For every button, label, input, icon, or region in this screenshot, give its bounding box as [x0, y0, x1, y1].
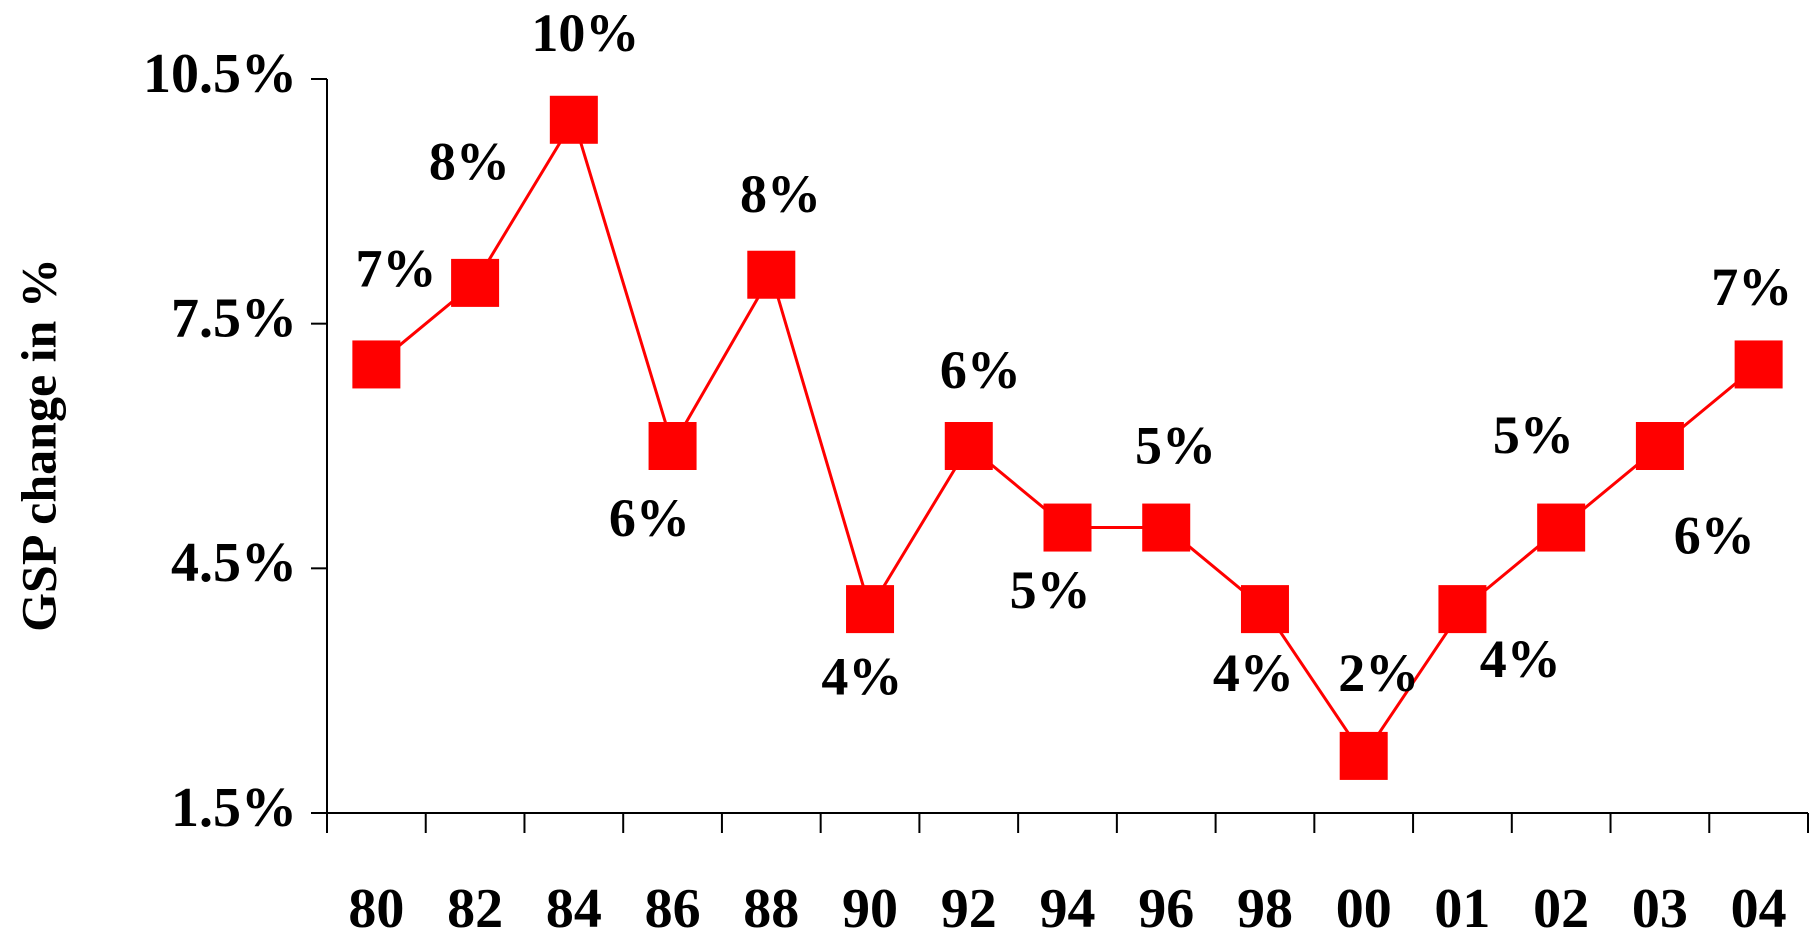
marker [648, 422, 697, 470]
marker [352, 340, 401, 389]
x-tick-label: 02 [1533, 878, 1589, 940]
y-tick-label: 7.5% [171, 288, 297, 350]
y-tick-label: 4.5% [171, 532, 297, 594]
data-label: 6% [1674, 505, 1755, 565]
x-tick-label: 80 [348, 878, 404, 940]
data-label: 4% [1480, 629, 1561, 689]
x-tick-label: 96 [1138, 878, 1194, 940]
x-tick-label: 94 [1040, 878, 1096, 940]
marker [944, 422, 993, 470]
marker [1142, 503, 1191, 552]
x-tick-label: 01 [1434, 878, 1490, 940]
data-label: 10% [531, 3, 639, 63]
marker [846, 585, 895, 634]
y-tick-label: 1.5% [171, 777, 297, 839]
y-axis-label: GSP change in % [10, 258, 66, 632]
marker [1734, 340, 1783, 389]
data-label: 7% [356, 239, 437, 299]
data-label: 8% [429, 132, 510, 192]
marker [451, 258, 500, 307]
marker [1537, 503, 1586, 552]
x-tick-label: 84 [546, 878, 602, 940]
data-label: 2% [1338, 643, 1419, 703]
marker [1438, 585, 1487, 634]
data-label: 8% [740, 164, 821, 224]
x-tick-label: 03 [1632, 878, 1688, 940]
x-tick-label: 00 [1336, 878, 1392, 940]
data-label: 6% [940, 340, 1021, 400]
x-tick-label: 82 [447, 878, 503, 940]
x-tick-label: 86 [645, 878, 701, 940]
marker [1339, 731, 1388, 780]
data-label: 7% [1711, 257, 1792, 317]
x-tick-label: 90 [842, 878, 898, 940]
marker [1043, 503, 1092, 552]
marker [549, 95, 598, 144]
data-label: 5% [1010, 560, 1091, 620]
data-label: 5% [1135, 416, 1216, 476]
marker [1635, 422, 1684, 470]
data-label: 6% [609, 488, 690, 548]
marker [747, 250, 796, 299]
marker [1240, 585, 1289, 634]
x-tick-label: 92 [941, 878, 997, 940]
y-tick-label: 10.5% [143, 43, 297, 105]
x-tick-label: 88 [743, 878, 799, 940]
data-label: 4% [821, 646, 902, 706]
x-tick-label: 04 [1731, 878, 1787, 940]
data-label: 4% [1213, 643, 1294, 703]
data-label: 5% [1493, 405, 1574, 465]
x-tick-label: 98 [1237, 878, 1293, 940]
